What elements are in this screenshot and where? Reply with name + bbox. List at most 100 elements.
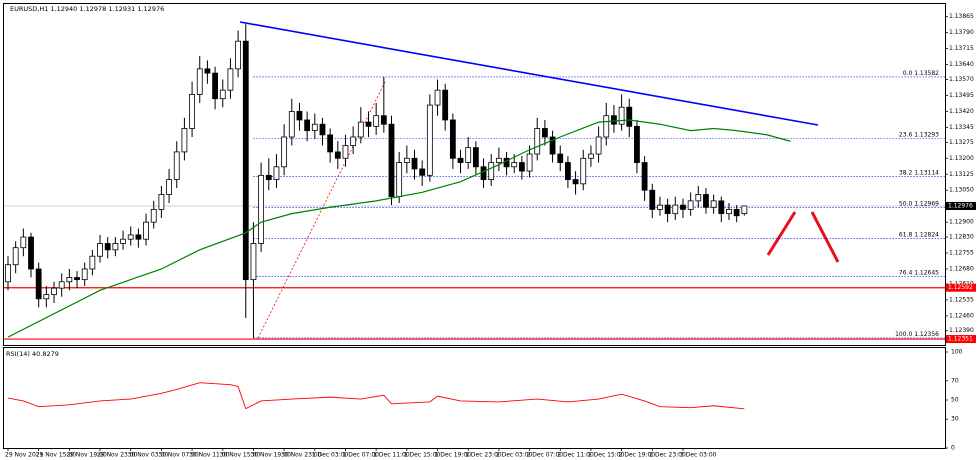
candle-body bbox=[718, 200, 725, 215]
symbol: EURUSD,H1 bbox=[10, 5, 48, 13]
fib-label: 61.8 1.12824 bbox=[899, 231, 939, 238]
x-tick-label: 30 Nov 07:00 bbox=[158, 452, 199, 459]
candle-body bbox=[204, 68, 211, 74]
candle-body bbox=[442, 89, 449, 121]
y-tick-label: 1.13420 bbox=[949, 108, 974, 115]
x-tick-label: 2 Dec 07:00 bbox=[527, 452, 564, 459]
rsi-panel bbox=[3, 347, 946, 449]
candle-body bbox=[196, 68, 203, 95]
candle-body bbox=[89, 255, 96, 270]
candle-body bbox=[12, 247, 19, 266]
y-tick-label: 1.12900 bbox=[949, 219, 974, 226]
rsi-name: RSI(14) bbox=[6, 350, 30, 358]
candle-body bbox=[618, 106, 625, 125]
arrow-down bbox=[810, 211, 840, 263]
y-tick-label: 1.13640 bbox=[949, 61, 974, 68]
candle-body bbox=[664, 204, 671, 215]
y-tick-label: 1.12830 bbox=[949, 234, 974, 241]
candle-body bbox=[549, 136, 556, 155]
fib-label: 23.6 1.13293 bbox=[899, 131, 939, 138]
y-tick-label: 1.13125 bbox=[949, 171, 974, 178]
fib-level-name: 50.0 bbox=[899, 200, 913, 207]
fib-level-price: 1.12824 bbox=[914, 231, 939, 238]
x-tick-label: 2 Dec 11:00 bbox=[557, 452, 594, 459]
current-price-label: 1.12976 bbox=[948, 202, 973, 209]
ohlc-high: 1.12978 bbox=[79, 5, 106, 13]
candle-body bbox=[726, 208, 732, 215]
candle-body bbox=[242, 40, 249, 281]
x-tick-label: 2 Dec 03:00 bbox=[496, 452, 533, 459]
candle-body bbox=[603, 115, 610, 138]
candle-body bbox=[373, 115, 380, 127]
candle-body bbox=[710, 200, 717, 208]
candle-body bbox=[488, 162, 495, 180]
candle-body bbox=[526, 153, 533, 172]
candle-body bbox=[595, 136, 602, 155]
current-price-tag bbox=[946, 201, 976, 210]
candle-body bbox=[258, 174, 265, 244]
candle-body bbox=[357, 121, 364, 138]
candle-body bbox=[733, 208, 740, 217]
price-tag-label: 1.12592 bbox=[948, 284, 973, 291]
price-tag bbox=[946, 283, 976, 292]
candle-body bbox=[250, 243, 257, 281]
rsi-header: RSI(14) 40.8279 bbox=[6, 350, 59, 358]
candle-body bbox=[181, 128, 188, 153]
fib-label: 76.4 1.12645 bbox=[899, 269, 939, 276]
candle-body bbox=[380, 115, 387, 125]
candle-body bbox=[572, 179, 579, 185]
candle-body bbox=[403, 157, 410, 163]
candle-body bbox=[634, 125, 640, 163]
candle-body bbox=[350, 136, 357, 146]
candle-body bbox=[741, 205, 748, 215]
candle-body bbox=[342, 145, 349, 159]
fib-level-price: 1.13114 bbox=[914, 169, 939, 176]
x-tick-label: 1 Dec 19:00 bbox=[435, 452, 472, 459]
x-tick-label: 30 Nov 03:00 bbox=[128, 452, 169, 459]
y-tick-label: 1.13865 bbox=[949, 13, 974, 20]
candle-body bbox=[327, 134, 334, 153]
x-tick-label: 29 Nov 2021 bbox=[5, 452, 44, 459]
candle-body bbox=[66, 277, 73, 283]
ohlc-open: 1.12940 bbox=[50, 5, 77, 13]
candle-body bbox=[189, 94, 195, 129]
rsi-tick-label: 100 bbox=[951, 349, 963, 356]
rsi-tick-label: 70 bbox=[951, 377, 959, 384]
candle-body bbox=[472, 147, 479, 168]
x-tick-label: 1 Dec 15:00 bbox=[404, 452, 441, 459]
x-tick-label: 29 Nov 15:00 bbox=[36, 452, 77, 459]
candle-body bbox=[74, 277, 80, 281]
chart-header: EURUSD,H1 1.12940 1.12978 1.12931 1.1297… bbox=[10, 5, 164, 13]
y-tick-label: 1.13570 bbox=[949, 76, 974, 83]
fib-level-name: 38.2 bbox=[899, 169, 913, 176]
y-tick-label: 1.12755 bbox=[949, 250, 974, 257]
rsi-last: 40.8279 bbox=[32, 350, 59, 358]
candle-body bbox=[227, 68, 234, 91]
candle-body bbox=[35, 268, 42, 300]
candle-body bbox=[457, 157, 464, 163]
candle-body bbox=[281, 136, 288, 168]
candle-body bbox=[334, 151, 341, 159]
candle-body bbox=[51, 287, 57, 295]
fib-level-price: 1.13293 bbox=[914, 131, 939, 138]
fib-label: 50.0 1.12969 bbox=[899, 200, 939, 207]
candle-body bbox=[273, 166, 280, 180]
candle-body bbox=[657, 204, 663, 210]
candle-body bbox=[265, 174, 272, 180]
candle-body bbox=[534, 128, 541, 155]
candle-body bbox=[588, 153, 594, 159]
x-tick-label: 2 Dec 19:00 bbox=[619, 452, 656, 459]
candle-body bbox=[143, 221, 149, 240]
fib-level-name: 61.8 bbox=[899, 231, 913, 238]
candle-body bbox=[695, 194, 702, 202]
y-tick-label: 1.13790 bbox=[949, 29, 974, 36]
candle-body bbox=[150, 208, 157, 223]
ohlc-close: 1.12976 bbox=[137, 5, 164, 13]
y-tick-label: 1.12680 bbox=[949, 265, 974, 272]
x-tick-label: 1 Dec 07:00 bbox=[342, 452, 379, 459]
y-tick-label: 1.13495 bbox=[949, 92, 974, 99]
moving-average bbox=[7, 119, 791, 338]
candle-body bbox=[426, 104, 433, 176]
fib-label: 0.0 1.13582 bbox=[903, 69, 939, 76]
candle-body bbox=[319, 123, 326, 136]
